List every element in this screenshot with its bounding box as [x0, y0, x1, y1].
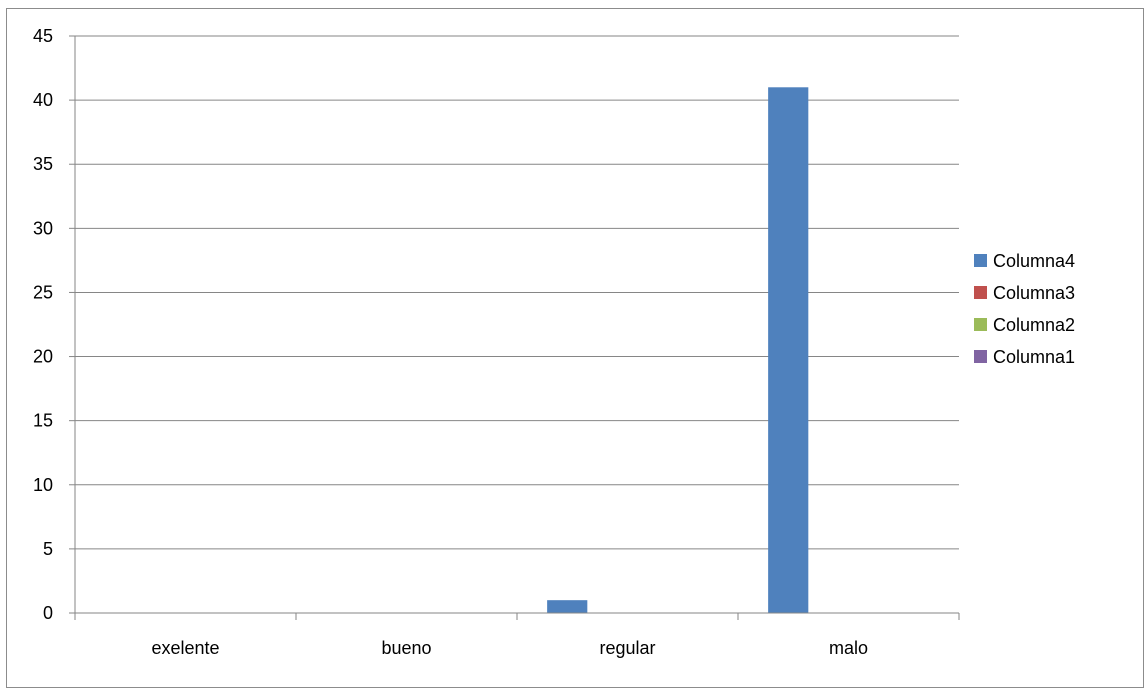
- y-tick-label: 45: [33, 26, 53, 46]
- axes: 0 5 10 15 20 25 30 35 40 45 exelente bueno regular ma…: [33, 26, 960, 658]
- x-tick-label-regular: regular: [599, 638, 655, 658]
- bar-Columna4-malo: [768, 87, 809, 614]
- y-tick-label: 20: [33, 347, 53, 367]
- y-tick-label: 15: [33, 411, 53, 431]
- bars: [547, 87, 809, 614]
- y-tick-label: 30: [33, 218, 53, 238]
- y-tick-label: 0: [43, 603, 53, 623]
- y-tick-label: 35: [33, 154, 53, 174]
- y-tick-label: 40: [33, 90, 53, 110]
- legend-swatch-Columna3: [974, 286, 987, 299]
- legend-label-Columna1: Columna1: [993, 347, 1075, 367]
- bar-Columna4-regular: [547, 600, 588, 613]
- gridlines: [75, 35, 959, 550]
- y-tick-label: 5: [43, 539, 53, 559]
- legend-label-Columna3: Columna3: [993, 283, 1075, 303]
- legend-label-Columna2: Columna2: [993, 315, 1075, 335]
- x-tick-label-malo: malo: [829, 638, 868, 658]
- legend-label-Columna4: Columna4: [993, 251, 1075, 271]
- legend-swatch-Columna2: [974, 318, 987, 331]
- legend: Columna4 Columna3 Columna2 Columna1: [974, 251, 1075, 367]
- legend-swatch-Columna1: [974, 350, 987, 363]
- x-tick-label-exelente: exelente: [151, 638, 219, 658]
- chart-frame: [6, 8, 1144, 688]
- legend-swatch-Columna4: [974, 254, 987, 267]
- y-tick-label: 10: [33, 475, 53, 495]
- x-tick-label-bueno: bueno: [381, 638, 431, 658]
- y-tick-label: 25: [33, 282, 53, 302]
